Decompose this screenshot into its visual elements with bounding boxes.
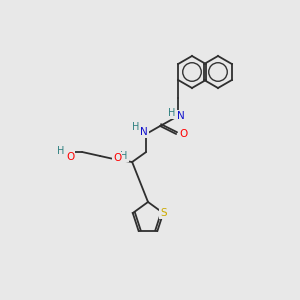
Text: H: H	[121, 151, 128, 161]
Text: H: H	[169, 108, 176, 118]
Text: H: H	[133, 122, 140, 132]
Text: N: N	[177, 111, 185, 121]
Text: S: S	[160, 208, 166, 218]
Text: H: H	[58, 146, 65, 156]
Text: N: N	[140, 127, 148, 137]
Text: O: O	[66, 152, 74, 162]
Text: O: O	[179, 129, 187, 139]
Text: O: O	[113, 153, 121, 163]
